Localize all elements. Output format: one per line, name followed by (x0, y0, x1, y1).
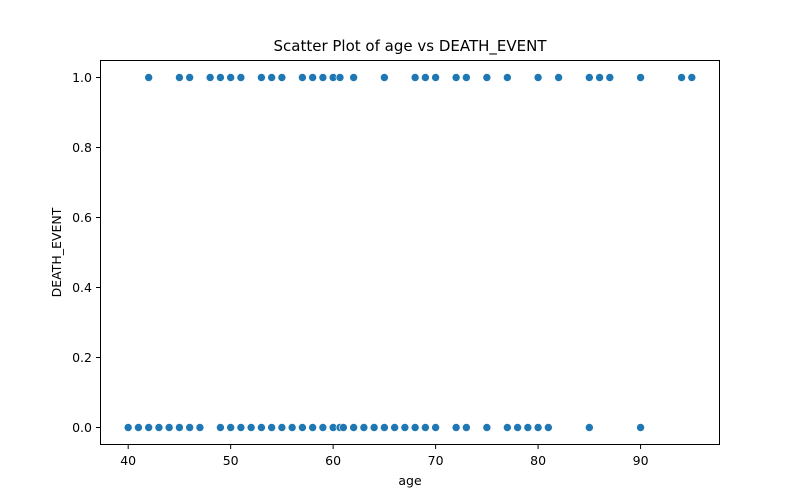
data-point (257, 423, 266, 432)
data-point (335, 73, 345, 82)
data-point (205, 73, 215, 82)
data-point (226, 73, 235, 82)
data-point (636, 423, 645, 432)
y-tick-label: 0.4 (72, 280, 92, 295)
y-tick-label: 0.8 (72, 140, 92, 155)
data-point (533, 423, 543, 432)
data-point (277, 423, 287, 432)
y-axis-label: DEATH_EVENT (49, 207, 64, 297)
plot-frame (100, 60, 720, 445)
x-tick-label: 50 (223, 453, 239, 468)
data-point (605, 73, 615, 82)
x-tick-label: 70 (428, 453, 444, 468)
x-tick-label: 60 (325, 453, 341, 468)
data-point (544, 423, 553, 432)
data-point (216, 423, 225, 432)
data-point (298, 423, 307, 432)
data-point (277, 73, 287, 82)
data-point (308, 73, 317, 82)
data-point (298, 73, 307, 82)
data-point (451, 73, 461, 82)
data-point (431, 73, 440, 82)
data-point (257, 73, 266, 82)
points-layer (123, 73, 697, 432)
y-tick-label: 0.2 (72, 350, 92, 365)
data-point (451, 423, 461, 432)
y-tick-label: 0.6 (72, 210, 92, 225)
data-point (164, 423, 174, 432)
data-point (585, 423, 594, 432)
data-point (687, 73, 697, 82)
data-point (462, 73, 471, 82)
data-point (267, 73, 276, 82)
data-point (134, 423, 143, 432)
data-point (636, 73, 645, 82)
data-point (154, 423, 164, 432)
data-point (246, 423, 256, 432)
x-axis-ticks: 40 50 60 70 80 90 (120, 445, 649, 468)
data-point (482, 73, 492, 82)
data-point (318, 73, 328, 82)
data-point (216, 73, 225, 82)
data-point (503, 423, 512, 432)
data-point (195, 423, 205, 432)
data-point (287, 423, 297, 432)
data-point (226, 423, 235, 432)
data-point (267, 423, 276, 432)
data-point (369, 423, 379, 432)
plot-area (100, 60, 720, 445)
y-tick-label: 0.0 (72, 420, 92, 435)
data-point (349, 73, 358, 82)
data-point (503, 73, 512, 82)
data-point (308, 423, 317, 432)
data-point (123, 423, 133, 432)
data-point (359, 423, 369, 432)
x-tick-label: 80 (530, 453, 546, 468)
data-point (410, 73, 420, 82)
x-axis-label: age (398, 473, 422, 488)
data-point (236, 423, 246, 432)
data-point (431, 423, 440, 432)
data-point (390, 423, 399, 432)
y-axis-ticks: 0.0 0.2 0.4 0.6 0.8 1.0 (72, 70, 100, 435)
data-point (513, 423, 522, 432)
data-point (339, 423, 348, 432)
data-point (533, 73, 543, 82)
data-point (236, 73, 246, 82)
chart-title: Scatter Plot of age vs DEATH_EVENT (274, 37, 548, 56)
y-tick-label: 1.0 (72, 70, 92, 85)
data-point (380, 73, 389, 82)
data-point (595, 73, 604, 82)
x-tick-label: 40 (120, 453, 136, 468)
data-point (585, 73, 594, 82)
data-point (175, 423, 184, 432)
data-point (421, 423, 430, 432)
data-point (677, 73, 686, 82)
data-point (462, 423, 471, 432)
data-point (144, 423, 153, 432)
data-point (421, 73, 430, 82)
data-point (410, 423, 420, 432)
data-point (349, 423, 358, 432)
data-point (482, 423, 492, 432)
data-point (400, 423, 410, 432)
data-point (185, 73, 194, 82)
data-point (554, 73, 563, 82)
data-point (144, 73, 153, 82)
data-point (175, 73, 184, 82)
data-point (185, 423, 194, 432)
x-tick-label: 90 (633, 453, 649, 468)
data-point (523, 423, 533, 432)
data-point (380, 423, 389, 432)
data-point (318, 423, 328, 432)
